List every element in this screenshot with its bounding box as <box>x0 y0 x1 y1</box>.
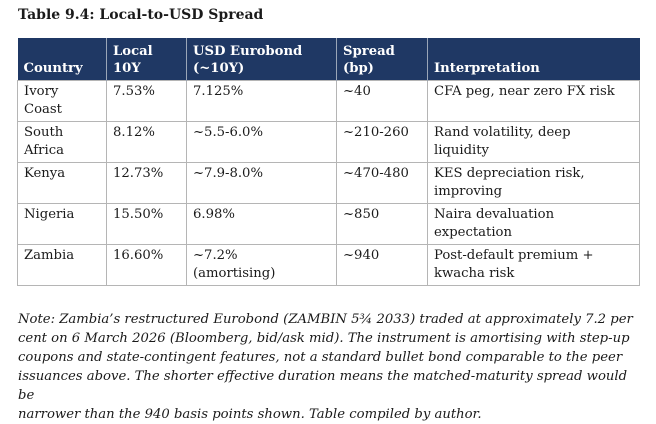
header-country: Country <box>17 38 107 81</box>
header-usd-line2: (~10Y) <box>193 61 245 76</box>
cell-spread: ~470-480 <box>336 162 428 204</box>
header-spread-line2: (bp) <box>343 61 374 76</box>
country-line1: South <box>24 125 64 140</box>
country-line1: Ivory <box>24 84 59 99</box>
country-line2: Africa <box>24 143 64 158</box>
header-local-10y: Local 10Y <box>106 38 187 81</box>
note-line: coupons and state-contingent features, n… <box>18 350 623 365</box>
header-usd-line1: USD Eurobond <box>193 44 303 59</box>
interp-line2: expectation <box>434 225 512 240</box>
interp-line2: liquidity <box>434 143 489 158</box>
cell-local: 8.12% <box>106 121 187 163</box>
cell-usd: ~5.5-6.0% <box>186 121 337 163</box>
interp-line1: Post-default premium + <box>434 248 594 263</box>
header-spread-line1: Spread <box>343 44 395 59</box>
cell-country: Ivory Coast <box>17 80 107 122</box>
note-line: issuances above. The shorter effective d… <box>18 369 628 403</box>
cell-country: Zambia <box>17 244 107 286</box>
cell-interpretation: KES depreciation risk, improving <box>427 162 640 204</box>
table-row: Zambia 16.60% ~7.2% (amortising) ~940 Pos… <box>17 244 640 286</box>
table-header-row: Country Local 10Y USD Eurobond (~10Y) Spre… <box>17 38 640 81</box>
cell-country: Kenya <box>17 162 107 204</box>
cell-interpretation: CFA peg, near zero FX risk <box>427 80 640 122</box>
cell-interpretation: Naira devaluation expectation <box>427 203 640 245</box>
interp-line1: Naira devaluation <box>434 207 555 222</box>
note-line: cent on 6 March 2026 (Bloomberg, bid/ask… <box>18 331 630 346</box>
table-row: South Africa 8.12% ~5.5-6.0% ~210-260 Ran… <box>17 121 640 163</box>
cell-local: 7.53% <box>106 80 187 122</box>
cell-local: 16.60% <box>106 244 187 286</box>
interp-line1: Rand volatility, deep <box>434 125 571 140</box>
cell-spread: ~210-260 <box>336 121 428 163</box>
cell-interpretation: Post-default premium + kwacha risk <box>427 244 640 286</box>
interp-line2: improving <box>434 184 503 199</box>
cell-local: 12.73% <box>106 162 187 204</box>
cell-local: 15.50% <box>106 203 187 245</box>
spread-table: Country Local 10Y USD Eurobond (~10Y) Spre… <box>17 38 640 286</box>
note-line: narrower than the 940 basis points shown… <box>18 407 482 422</box>
cell-usd: 6.98% <box>186 203 337 245</box>
cell-country: Nigeria <box>17 203 107 245</box>
header-local-line1: Local <box>113 44 153 59</box>
header-spread: Spread (bp) <box>336 38 428 81</box>
table-row: Nigeria 15.50% 6.98% ~850 Naira devaluat… <box>17 203 640 245</box>
table-row: Ivory Coast 7.53% 7.125% ~40 CFA peg, nea… <box>17 80 640 122</box>
cell-country: South Africa <box>17 121 107 163</box>
cell-usd: ~7.9-8.0% <box>186 162 337 204</box>
usd-line2: (amortising) <box>193 266 276 281</box>
header-usd-eurobond: USD Eurobond (~10Y) <box>186 38 337 81</box>
cell-spread: ~40 <box>336 80 428 122</box>
cell-spread: ~850 <box>336 203 428 245</box>
cell-spread: ~940 <box>336 244 428 286</box>
country-line2: Coast <box>24 102 62 117</box>
table-caption: Table 9.4: Local-to-USD Spread <box>18 7 264 23</box>
cell-usd: ~7.2% (amortising) <box>186 244 337 286</box>
header-country-label: Country <box>23 61 83 76</box>
header-local-line2: 10Y <box>113 61 141 76</box>
usd-line1: ~7.2% <box>193 248 238 263</box>
table-row: Kenya 12.73% ~7.9-8.0% ~470-480 KES depr… <box>17 162 640 204</box>
interp-line1: KES depreciation risk, <box>434 166 585 181</box>
header-interpretation: Interpretation <box>427 38 640 81</box>
cell-usd: 7.125% <box>186 80 337 122</box>
header-interpretation-label: Interpretation <box>434 61 540 76</box>
note-line: Note: Zambia’s restructured Eurobond (ZA… <box>18 312 633 327</box>
interp-line2: kwacha risk <box>434 266 515 281</box>
cell-interpretation: Rand volatility, deep liquidity <box>427 121 640 163</box>
